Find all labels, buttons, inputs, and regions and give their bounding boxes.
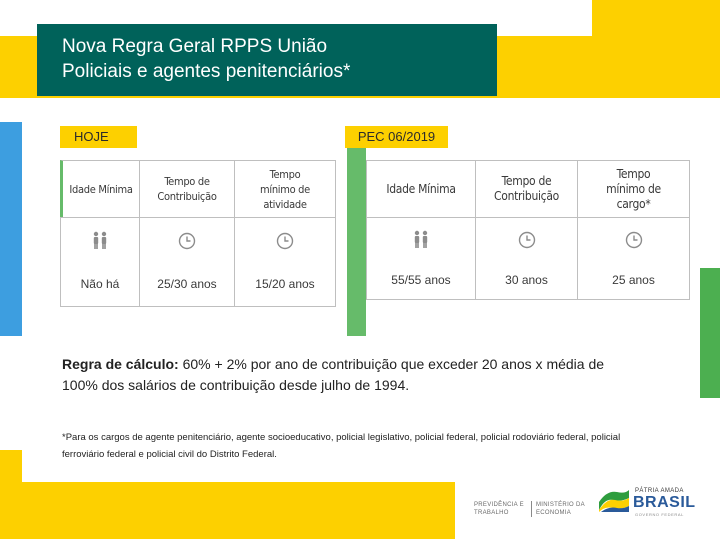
pec-value-position: 25 anos <box>577 260 690 300</box>
ministry-logo-divider <box>531 501 532 517</box>
people-icon <box>366 217 476 261</box>
clock-icon <box>234 217 336 263</box>
left-yellow-band <box>0 450 22 539</box>
pec-header-contribution: Tempo de Contribuição <box>475 160 578 218</box>
calculation-rule-label: Regra de cálculo: <box>62 356 179 372</box>
footer-logo-area <box>455 477 720 539</box>
ministry-logo-left: PREVIDÊNCIA E TRABALHO <box>474 501 524 517</box>
brazil-flag-icon <box>599 490 629 512</box>
clock-icon <box>139 217 235 263</box>
people-icon <box>60 217 140 263</box>
page-title-line-1: Nova Regra Geral RPPS União <box>62 36 328 57</box>
today-header-activity: Tempo mínimo de atividade <box>234 160 336 218</box>
brand-tagline: PÁTRIA AMADA <box>635 488 684 494</box>
pec-header-age: Idade Mínima <box>366 160 476 218</box>
ministry-logo-right: MINISTÉRIO DA ECONOMIA <box>536 501 585 517</box>
brasil-logo: PÁTRIA AMADA BRASIL GOVERNO FEDERAL <box>597 487 697 517</box>
brand-subtitle: GOVERNO FEDERAL <box>635 512 685 517</box>
clock-icon <box>475 217 578 261</box>
left-blue-band <box>0 122 22 336</box>
tag-today: HOJE <box>60 126 137 148</box>
today-header-contribution: Tempo de Contribuição <box>139 160 235 218</box>
page-title-line-2: Policiais e agentes penitenciários* <box>62 61 351 82</box>
today-value-age: Não há <box>60 262 140 307</box>
tag-pec: PEC 06/2019 <box>345 126 448 148</box>
pec-accent-bar <box>347 148 366 336</box>
title-box: Nova Regra Geral RPPS União Policiais e … <box>37 24 497 96</box>
ministry-left-line-1: PREVIDÊNCIA E <box>474 502 524 508</box>
calculation-rule-text: 60% + 2% por ano de contribuição que exc… <box>62 356 605 393</box>
ministry-logo: PREVIDÊNCIA E TRABALHO MINISTÉRIO DA ECONO… <box>474 501 594 519</box>
clock-icon <box>577 217 690 261</box>
brand-name: BRASIL <box>633 494 696 511</box>
ministry-right-line-2: ECONOMIA <box>536 510 572 516</box>
today-header-age: Idade Mínima <box>60 160 140 218</box>
content-area <box>22 98 720 482</box>
footnote: *Para os cargos de agente penitenciário,… <box>62 432 621 460</box>
right-green-band <box>700 268 720 398</box>
pec-value-age: 55/55 anos <box>366 260 476 300</box>
calculation-rule: Regra de cálculo: 60% + 2% por ano de co… <box>62 354 642 396</box>
ministry-right-line-1: MINISTÉRIO DA <box>536 502 585 508</box>
today-value-activity: 15/20 anos <box>234 262 336 307</box>
today-value-contribution: 25/30 anos <box>139 262 235 307</box>
pec-header-position: Tempo mínimo de cargo* <box>577 160 690 218</box>
ministry-left-line-2: TRABALHO <box>474 510 509 516</box>
pec-value-contribution: 30 anos <box>475 260 578 300</box>
